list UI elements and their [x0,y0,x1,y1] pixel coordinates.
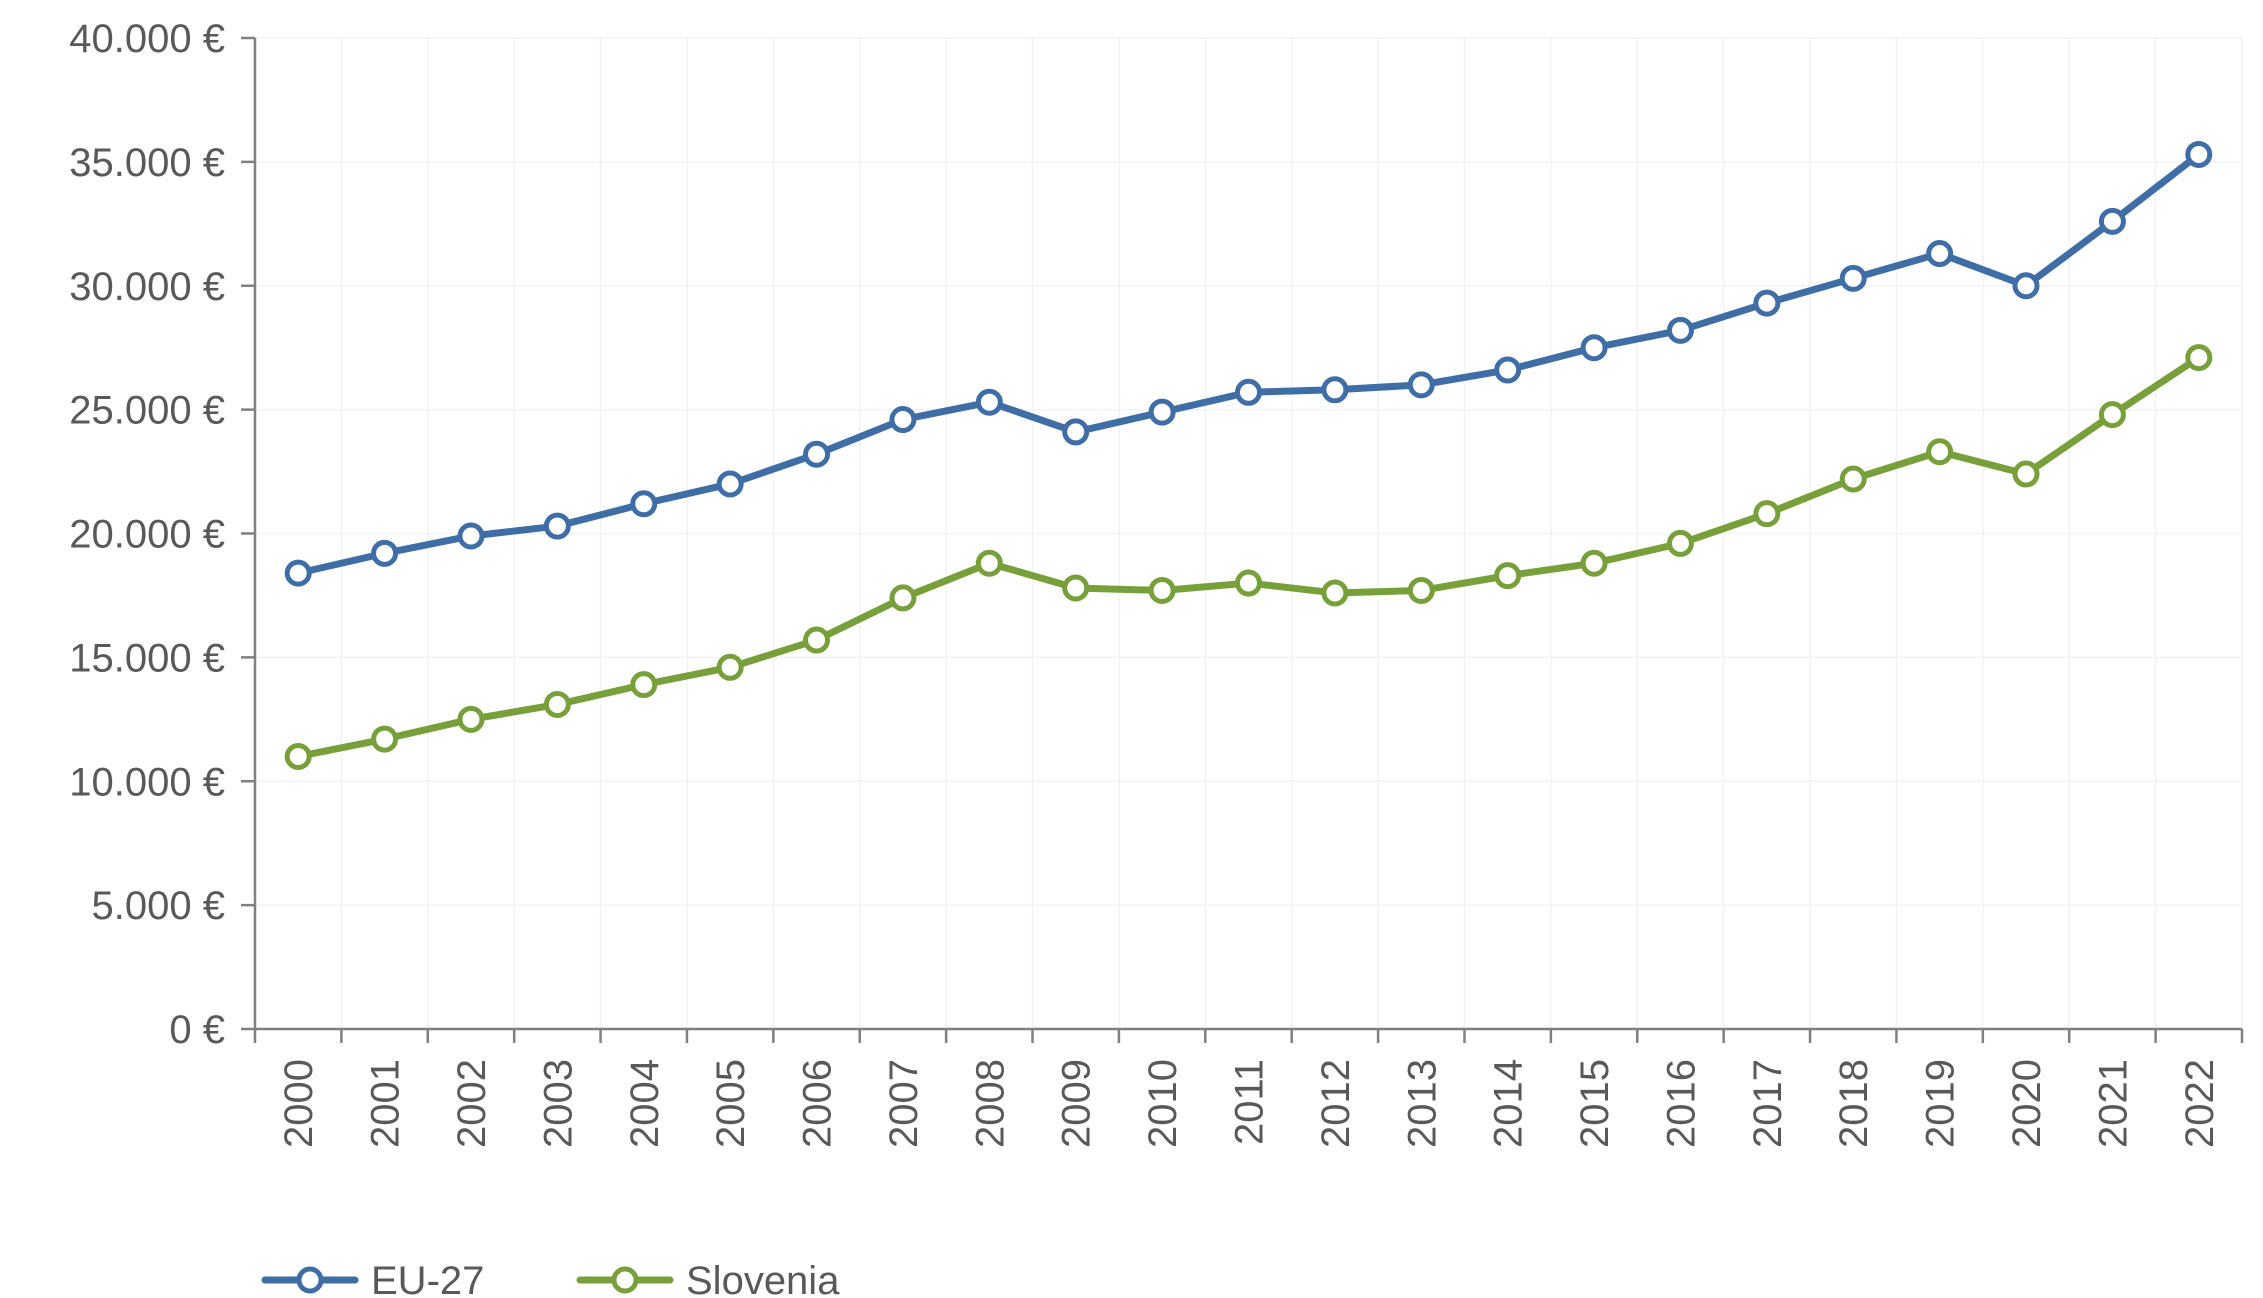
data-point [1494,562,1522,590]
x-tick-label: 2012 [1314,1059,1358,1148]
data-point [1753,289,1781,317]
x-tick-label: 2017 [1746,1059,1790,1148]
data-point [716,470,744,498]
data-point [543,512,571,540]
legend-swatch-marker [611,1266,639,1294]
data-point [2098,401,2126,429]
data-point [1753,500,1781,528]
data-point [2185,140,2213,168]
data-series [284,140,2213,770]
data-point [371,725,399,753]
x-tick-label: 2001 [364,1059,408,1148]
x-tick-label: 2019 [1919,1059,1963,1148]
data-point [457,705,485,733]
x-tick-label: 2018 [1832,1059,1876,1148]
legend-swatch-marker [296,1266,324,1294]
data-point [1148,398,1176,426]
data-point [1926,240,1954,268]
y-tick-label: 30.000 € [69,265,225,309]
y-tick-label: 20.000 € [69,513,225,557]
x-tick-label: 2000 [277,1059,321,1148]
data-point [889,584,917,612]
y-tick-label: 10.000 € [69,760,225,804]
x-tick-label: 2005 [709,1059,753,1148]
x-tick-label: 2002 [450,1059,494,1148]
data-point [2012,460,2040,488]
x-tick-label: 2006 [796,1059,840,1148]
data-point [2012,272,2040,300]
data-point [1580,334,1608,362]
y-tick-label: 0 € [169,1008,225,1052]
data-point [803,626,831,654]
data-point [1666,529,1694,557]
axes: 0 € 5.000 € 10.000 € 15.000 € 20.000 € 25.000… [69,17,2244,1148]
data-point [2098,207,2126,235]
data-point [1839,465,1867,493]
data-point [1494,356,1522,384]
data-point [1148,576,1176,604]
data-point [1580,549,1608,577]
x-tick-label: 2022 [2178,1059,2222,1148]
series-line [294,354,2203,760]
legend: EU-27 Slovenia [261,1259,840,1298]
data-point [1407,371,1435,399]
data-point [371,539,399,567]
y-tick-label: 5.000 € [92,884,225,928]
x-tick-label: 2013 [1400,1059,1444,1148]
series-line [294,150,2203,577]
data-point [630,490,658,518]
data-point [1666,316,1694,344]
x-tick-label: 2008 [968,1059,1012,1148]
y-tick-label: 15.000 € [69,636,225,680]
legend-item: EU-27 [261,1259,484,1298]
x-tick-label: 2003 [536,1059,580,1148]
data-point [1321,376,1349,404]
data-point [284,559,312,587]
x-tick-label: 2015 [1573,1059,1617,1148]
x-tick-label: 2007 [882,1059,926,1148]
data-point [1235,378,1262,406]
data-point [284,742,312,770]
data-point [1926,438,1954,466]
y-tick-label: 40.000 € [69,17,225,61]
series-slovenia [284,344,2213,770]
x-tick-label: 2010 [1141,1059,1185,1148]
x-tick-label: 2014 [1487,1059,1531,1148]
data-point [716,653,744,681]
x-tick-label: 2016 [1659,1059,1703,1148]
data-point [2185,344,2213,372]
x-tick-label: 2011 [1228,1059,1272,1145]
data-point [543,690,571,718]
y-tick-label: 35.000 € [69,141,225,185]
x-tick-label: 2004 [623,1059,667,1148]
x-tick-label: 2009 [1055,1059,1099,1148]
y-tick-label: 25.000 € [69,389,225,433]
data-point [1839,264,1867,292]
data-point [889,406,917,434]
data-point [1407,576,1435,604]
data-point [1321,579,1349,607]
legend-label: EU-27 [371,1259,484,1298]
x-tick-label: 2020 [2005,1059,2049,1148]
data-point [1062,418,1090,446]
data-point [975,388,1003,416]
series-eu-27 [284,140,2213,587]
data-point [630,671,658,699]
data-point [975,549,1003,577]
legend-label: Slovenia [686,1259,840,1298]
data-point [1062,574,1090,602]
data-point [457,522,485,550]
data-point [1235,569,1262,597]
data-point [803,440,831,468]
legend-item: Slovenia [576,1259,840,1298]
x-tick-label: 2021 [2091,1059,2135,1148]
gridlines [255,37,2243,1029]
